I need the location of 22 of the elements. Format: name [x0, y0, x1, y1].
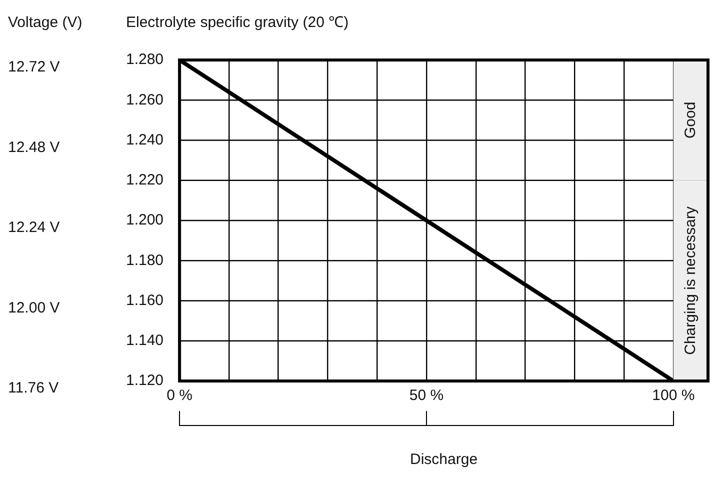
- y2-tick-label: 12.00 V: [8, 299, 60, 316]
- y2-tick-label: 12.24 V: [8, 219, 60, 236]
- y2-tick-label: 12.72 V: [8, 58, 60, 76]
- band-label: Charging is necessary: [682, 206, 699, 355]
- y-tick-label: 1.220: [126, 172, 164, 189]
- y2-axis-title: Voltage (V): [8, 14, 82, 31]
- band-label: Good: [682, 102, 699, 139]
- y-tick-label: 1.120: [126, 372, 164, 390]
- x-axis-title: Discharge: [410, 451, 478, 468]
- y-tick-label: 1.160: [126, 292, 164, 309]
- y-axis-title: Electrolyte specific gravity (20 ℃): [126, 14, 349, 31]
- y2-tick-label: 11.76 V: [8, 380, 59, 397]
- x-tick-label: 0 %: [166, 387, 192, 404]
- y-tick-label: 1.280: [126, 51, 164, 68]
- y-tick-label: 1.240: [126, 131, 164, 148]
- y2-tick-label: 12.48 V: [8, 138, 60, 156]
- y-tick-label: 1.200: [126, 212, 164, 229]
- x-tick-label: 50 %: [409, 387, 444, 404]
- x-tick-label: 100 %: [652, 387, 695, 404]
- y-tick-label: 1.140: [126, 332, 164, 350]
- y-tick-label: 1.260: [126, 91, 164, 108]
- y-tick-label: 1.180: [126, 252, 164, 269]
